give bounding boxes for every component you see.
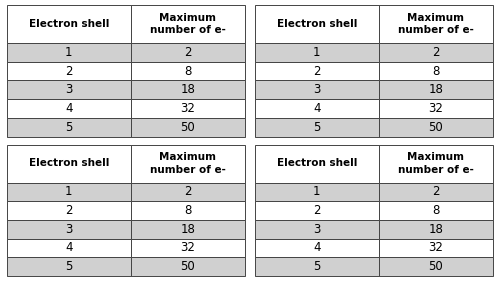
Bar bbox=[379, 201, 493, 220]
Bar bbox=[7, 43, 131, 62]
Bar bbox=[7, 144, 131, 182]
Text: 2: 2 bbox=[432, 185, 440, 198]
Text: 18: 18 bbox=[428, 223, 444, 236]
Text: 5: 5 bbox=[313, 121, 320, 134]
Bar bbox=[131, 220, 245, 239]
Text: 1: 1 bbox=[65, 185, 72, 198]
Text: 18: 18 bbox=[180, 83, 196, 96]
Bar bbox=[7, 62, 131, 80]
Bar bbox=[255, 5, 379, 43]
Text: 50: 50 bbox=[180, 260, 196, 273]
Bar bbox=[131, 144, 245, 182]
Text: 5: 5 bbox=[313, 260, 320, 273]
Text: Electron shell: Electron shell bbox=[28, 19, 109, 29]
Text: Electron shell: Electron shell bbox=[28, 158, 109, 169]
Bar bbox=[131, 182, 245, 201]
Bar bbox=[7, 80, 131, 99]
Bar bbox=[379, 144, 493, 182]
Bar bbox=[255, 118, 379, 137]
Text: 2: 2 bbox=[184, 185, 192, 198]
Bar bbox=[379, 118, 493, 137]
Bar bbox=[131, 201, 245, 220]
Text: 5: 5 bbox=[65, 260, 72, 273]
Bar bbox=[131, 239, 245, 257]
Bar bbox=[131, 62, 245, 80]
Bar bbox=[379, 220, 493, 239]
Bar bbox=[255, 80, 379, 99]
Text: 32: 32 bbox=[428, 102, 444, 115]
Bar bbox=[255, 239, 379, 257]
Text: Maximum
number of e-: Maximum number of e- bbox=[150, 13, 226, 35]
Text: 1: 1 bbox=[313, 46, 320, 59]
Bar bbox=[7, 99, 131, 118]
Bar bbox=[7, 220, 131, 239]
Bar bbox=[7, 118, 131, 137]
Text: 50: 50 bbox=[180, 121, 196, 134]
Bar bbox=[379, 182, 493, 201]
Text: 3: 3 bbox=[313, 223, 320, 236]
Bar bbox=[131, 118, 245, 137]
Bar bbox=[7, 239, 131, 257]
Text: 8: 8 bbox=[184, 204, 192, 217]
Text: 3: 3 bbox=[313, 83, 320, 96]
Text: Electron shell: Electron shell bbox=[276, 19, 357, 29]
Bar bbox=[255, 220, 379, 239]
Bar bbox=[379, 43, 493, 62]
Text: 50: 50 bbox=[428, 260, 444, 273]
Bar bbox=[131, 5, 245, 43]
Bar bbox=[255, 201, 379, 220]
Text: 32: 32 bbox=[180, 241, 196, 255]
Bar bbox=[379, 99, 493, 118]
Text: 8: 8 bbox=[184, 65, 192, 78]
Text: 32: 32 bbox=[180, 102, 196, 115]
Text: 18: 18 bbox=[180, 223, 196, 236]
Bar bbox=[379, 62, 493, 80]
Bar bbox=[255, 62, 379, 80]
Text: 4: 4 bbox=[313, 241, 320, 255]
Bar bbox=[255, 43, 379, 62]
Text: Electron shell: Electron shell bbox=[276, 158, 357, 169]
Bar bbox=[379, 239, 493, 257]
Bar bbox=[7, 182, 131, 201]
Bar bbox=[7, 5, 131, 43]
Text: 50: 50 bbox=[428, 121, 444, 134]
Bar bbox=[7, 257, 131, 276]
Text: 8: 8 bbox=[432, 204, 440, 217]
Bar bbox=[131, 257, 245, 276]
Text: 4: 4 bbox=[65, 102, 72, 115]
Text: 5: 5 bbox=[65, 121, 72, 134]
Text: 2: 2 bbox=[184, 46, 192, 59]
Text: 4: 4 bbox=[65, 241, 72, 255]
Bar bbox=[379, 80, 493, 99]
Bar bbox=[379, 257, 493, 276]
Text: 1: 1 bbox=[313, 185, 320, 198]
Bar bbox=[255, 144, 379, 182]
Bar bbox=[7, 201, 131, 220]
Text: 18: 18 bbox=[428, 83, 444, 96]
Bar bbox=[131, 99, 245, 118]
Bar bbox=[255, 99, 379, 118]
Bar bbox=[131, 80, 245, 99]
Text: 32: 32 bbox=[428, 241, 444, 255]
Text: 2: 2 bbox=[65, 204, 72, 217]
Text: 1: 1 bbox=[65, 46, 72, 59]
Text: 2: 2 bbox=[313, 204, 320, 217]
Text: 2: 2 bbox=[313, 65, 320, 78]
Bar bbox=[255, 257, 379, 276]
Text: Maximum
number of e-: Maximum number of e- bbox=[150, 152, 226, 175]
Bar bbox=[131, 43, 245, 62]
Text: 8: 8 bbox=[432, 65, 440, 78]
Bar bbox=[379, 5, 493, 43]
Text: 2: 2 bbox=[432, 46, 440, 59]
Text: 4: 4 bbox=[313, 102, 320, 115]
Bar bbox=[255, 182, 379, 201]
Text: Maximum
number of e-: Maximum number of e- bbox=[398, 152, 474, 175]
Text: Maximum
number of e-: Maximum number of e- bbox=[398, 13, 474, 35]
Text: 3: 3 bbox=[65, 83, 72, 96]
Text: 3: 3 bbox=[65, 223, 72, 236]
Text: 2: 2 bbox=[65, 65, 72, 78]
